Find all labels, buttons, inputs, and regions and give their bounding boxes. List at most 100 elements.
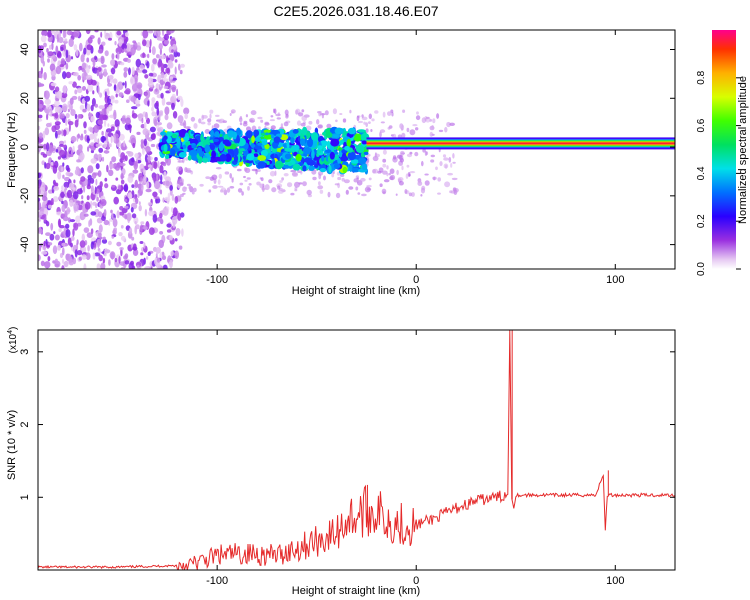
spectrogram-cell [151,63,155,72]
spectrogram-cell [66,207,71,215]
spectrogram-cell [443,157,449,161]
spectrogram-cell [180,63,186,68]
spectrogram-cell [79,187,83,193]
spectrogram-cell [55,66,62,75]
spectrogram-cell [62,103,68,112]
spectrogram-cell [222,120,227,123]
spectrogram-cell [61,204,66,213]
spectrogram-cell [205,176,211,180]
spectrogram-cell [178,245,183,250]
spectrogram-cell [66,30,73,36]
spectrogram-cell [114,99,119,104]
spectrogram-cell [321,114,324,119]
spectrogram-cell [92,90,95,95]
spectrogram-cell [142,69,148,74]
spectrogram-cell [93,242,96,248]
spectrogram-cell [279,134,289,141]
spectrogram-cell [148,72,154,77]
spectrogram-cell [151,133,156,140]
spectrogram-cell [76,159,81,163]
spectrogram-cell [123,184,128,192]
spectrogram-cell [180,98,184,108]
spectrogram-cell [260,149,268,157]
spectrogram-cell [98,105,105,110]
spectrogram-cell [286,140,290,149]
spectrogram-cell [191,145,198,149]
spectrogram-cell [132,169,139,174]
spectrogram-cell [357,192,361,195]
spectrogram-cell [165,55,169,63]
spectrogram-cell [257,142,263,146]
spectrogram-cell [229,173,232,179]
spectrogram-cell [62,258,64,264]
spectrogram-cell [269,119,275,122]
spectrogram-cell [166,122,173,130]
spectrogram-cell [148,210,155,217]
spectrogram-cell [72,191,79,200]
spectrogram-cell [78,144,83,152]
spectrogram-cell [360,177,366,182]
spectrogram-cell [40,260,45,267]
spectrogram-cell [177,176,182,179]
spectrogram-cell [41,195,48,202]
spectrogram-cell [301,115,308,122]
spectrogram-cell [406,127,410,133]
spectrogram-cell [123,71,128,78]
spectrogram-cell [38,172,41,179]
spectrogram-cell [114,119,120,128]
spectrogram-cell [38,118,43,122]
spectrogram-cell [125,117,131,125]
spectrogram-cell [341,177,345,182]
spectrogram-cell [449,190,453,194]
spectrogram-cell [142,128,149,136]
spectrogram-cell [363,121,366,125]
spectrogram-cell [380,121,385,124]
spectrogram-cell [330,138,340,147]
spectrogram-cell [150,143,156,148]
spectrogram-cell [134,221,137,225]
spectrogram-cell [65,223,70,229]
spectrogram-cell [248,183,252,186]
spectrogram-cell [446,121,451,128]
spectrogram-cell [190,131,195,134]
spectrogram-cell [110,135,113,144]
spectrogram-cell [131,213,137,219]
spectrogram-cell [343,179,350,184]
spectrogram-cell [247,186,250,191]
spectrogram-cell [328,165,332,174]
spectrogram-cell [424,173,429,176]
spectrogram-cell [131,184,135,189]
spectrogram-cell [62,144,67,148]
spectrogram-cell [210,129,215,138]
spectrogram-cell [349,165,353,172]
spectrogram-cell [253,153,259,158]
spectrogram-cell [68,153,74,158]
spectrogram-cell [140,252,144,256]
spectrogram-cell [131,66,135,76]
spectrogram-cell [142,226,148,230]
spectrogram-cell [317,171,324,176]
spectrogram-cell [162,264,168,269]
spectrogram-cell [111,156,117,163]
spectrogram-cell [295,153,302,162]
spectrogram-cell [110,209,113,214]
spectrogram-cell [120,225,124,229]
spectrogram-cell [90,200,93,209]
spectrogram-cell [145,111,148,121]
spectrogram-cell [224,153,232,163]
spectrogram-cell [156,257,161,263]
spectrogram-cell [218,173,222,179]
spectrogram-cell [42,130,46,139]
spectrogram-cell [412,124,418,127]
spectrogram-cell [287,182,293,188]
spectrogram-cell [409,129,416,136]
spectrogram-cell [421,160,424,167]
spectrogram-cell [51,125,57,133]
spectrogram-cell [101,156,105,162]
spectrogram-cell [79,240,86,248]
spectrogram-cell [239,148,245,152]
spectrogram-cell [136,82,143,90]
spectrogram-cell [68,259,75,266]
spectrogram-cell [192,187,197,192]
spectrogram-cell [70,135,77,143]
